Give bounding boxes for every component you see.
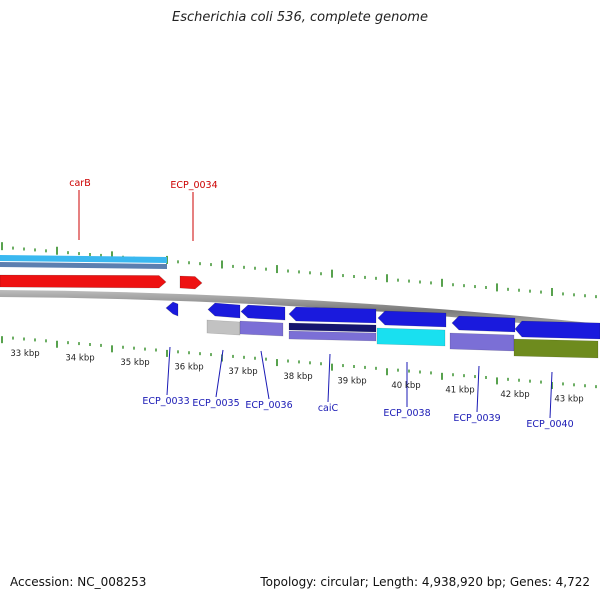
kbp-label: 34 kbp	[65, 354, 94, 364]
gene-leader-line	[215, 349, 224, 398]
gene-leader-line	[166, 346, 171, 396]
gene-features	[0, 274, 600, 359]
ECP_0039-band	[449, 332, 515, 352]
top-tick-row	[1, 242, 597, 299]
gene-label: ECP_0036	[245, 400, 292, 411]
carB-feature	[0, 274, 167, 289]
kbp-label: 33 kbp	[10, 349, 39, 359]
kbp-label: 39 kbp	[337, 376, 366, 386]
kbp-label: 38 kbp	[283, 372, 312, 382]
ECP_0038-band	[376, 327, 446, 347]
gene-label: ECP_0039	[453, 413, 500, 424]
caiC-band-dark	[288, 322, 377, 333]
kbp-scale-labels: 33 kbp 34 kbp 35 kbp 36 kbp 37 kbp 38 kbp 39 k…	[10, 349, 583, 404]
gene-label: ECP_0038	[383, 408, 430, 419]
gene-label: ECP_0034	[170, 180, 217, 191]
genome-summary-text: Topology: circular; Length: 4,938,920 bp…	[260, 575, 590, 589]
gene-label: carB	[69, 178, 90, 189]
kbp-label: 43 kbp	[554, 394, 583, 404]
ECP_0040-feature	[514, 320, 600, 340]
kbp-label: 35 kbp	[120, 358, 149, 368]
ECP_0039-feature	[451, 315, 516, 333]
ECP_0035-band	[206, 319, 241, 336]
kbp-label: 42 kbp	[500, 390, 529, 400]
kbp-label: 41 kbp	[445, 385, 474, 395]
caiC-feature	[288, 306, 377, 324]
caiC-band-light	[288, 330, 377, 342]
map-title: Escherichia coli 536, complete genome	[172, 10, 428, 25]
kbp-label: 36 kbp	[174, 363, 203, 373]
ECP_0034-feature	[179, 275, 203, 290]
accession-text: Accession: NC_008253	[10, 575, 147, 589]
gene-label: ECP_0033	[142, 396, 189, 407]
gene-leader-line	[549, 371, 553, 419]
gene-leader-line	[260, 350, 270, 400]
gene-leader-line	[327, 353, 331, 403]
light-blue-band	[0, 255, 167, 263]
steel-blue-band	[0, 262, 167, 269]
gene-label: caiC	[318, 403, 339, 414]
gene-bands	[0, 255, 600, 331]
genome-backbone	[0, 290, 600, 331]
label-leader-lines	[78, 190, 553, 419]
ECP_0036-band	[239, 320, 284, 337]
ECP_0035-feature	[207, 302, 241, 319]
gene-label: ECP_0040	[526, 419, 573, 430]
kbp-label: 37 kbp	[228, 367, 257, 377]
ECP_0033-feature	[165, 301, 179, 317]
gene-leader-line	[476, 365, 480, 413]
gene-label: ECP_0035	[192, 398, 239, 409]
kbp-label: 40 kbp	[391, 381, 420, 391]
ECP_0038-feature	[377, 310, 447, 328]
gene-labels: carB ECP_0034 ECP_0033 ECP_0035 ECP_0036 caiC…	[69, 178, 573, 430]
ECP_0040-band	[513, 338, 599, 359]
ECP_0036-feature	[240, 304, 286, 321]
